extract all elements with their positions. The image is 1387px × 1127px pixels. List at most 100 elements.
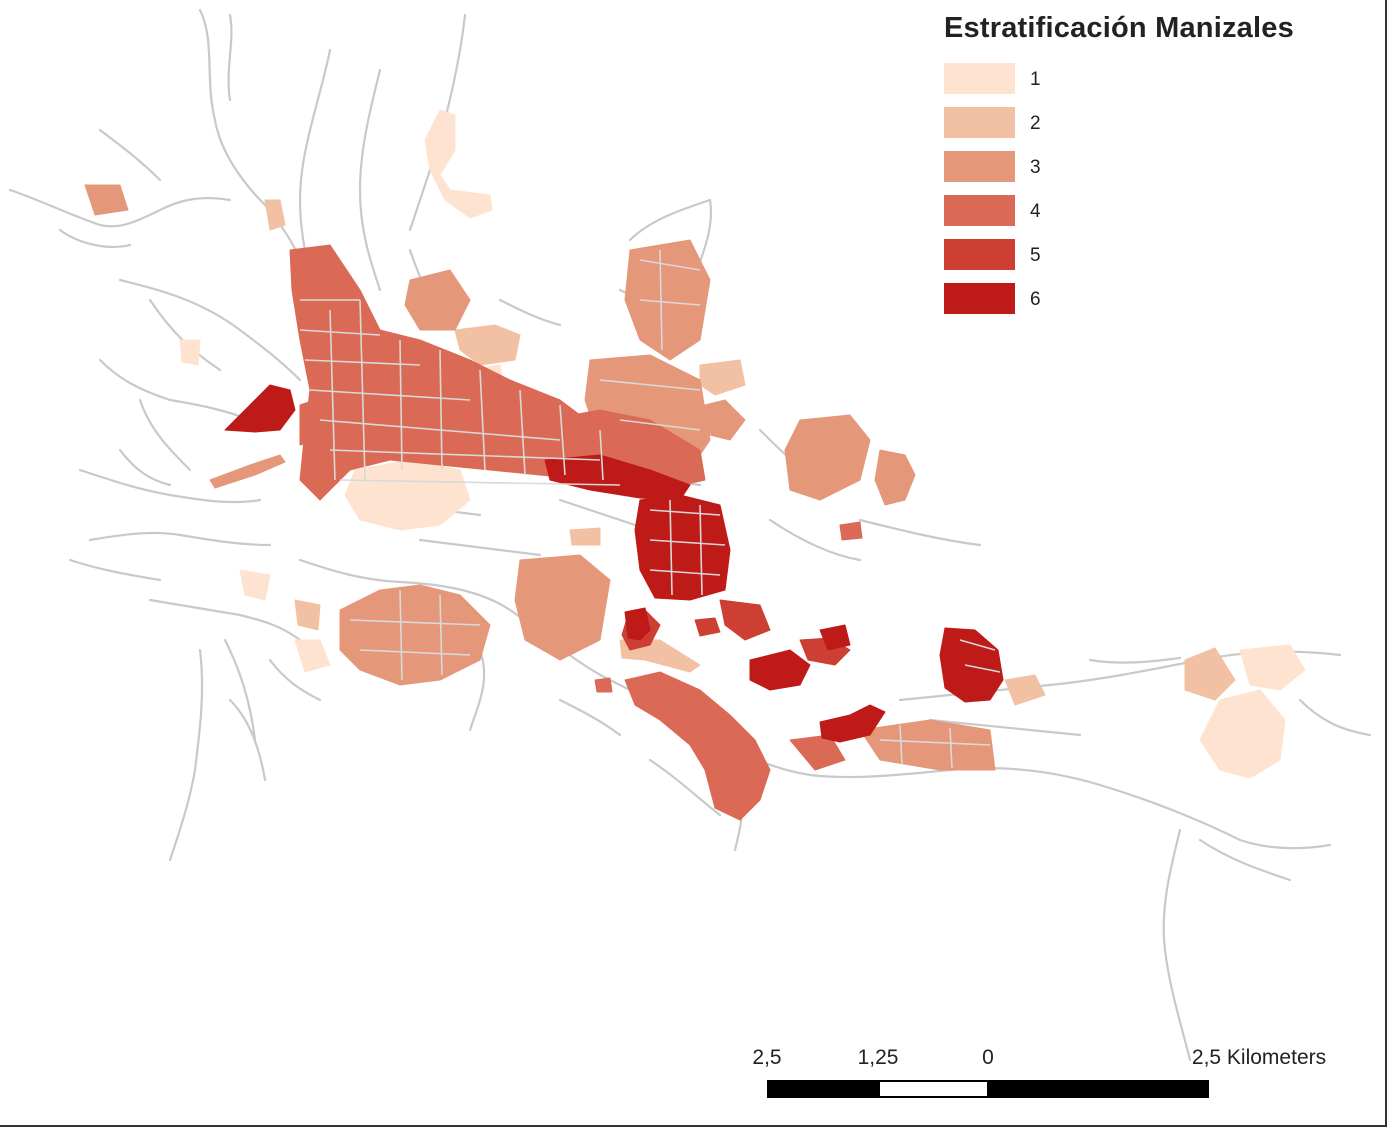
- stratum-1-area: [344, 459, 471, 531]
- stratum-2-area: [569, 527, 601, 546]
- street-line: [699, 504, 703, 596]
- street-line: [669, 499, 673, 596]
- street-line: [359, 649, 471, 656]
- stratum-6-area: [819, 704, 886, 743]
- stratum-3-area: [874, 449, 916, 506]
- stratum-1-area: [294, 639, 331, 673]
- stratum-3-area: [404, 269, 471, 331]
- street-line: [329, 309, 336, 481]
- stratum-3-area: [339, 584, 491, 686]
- stratum-1-area: [179, 339, 201, 366]
- legend: Estratificación Manizales 1 2 3 4 5 6: [944, 12, 1374, 327]
- scale-label-quarter: 1,25: [857, 1046, 899, 1069]
- stratum-3-area: [84, 184, 129, 216]
- legend-label-5: 5: [1030, 245, 1041, 266]
- stratum-4-area: [839, 521, 863, 541]
- street-line: [339, 479, 621, 486]
- street-line: [439, 349, 443, 471]
- legend-item-5: 5: [944, 239, 1374, 275]
- stratum-6-area: [624, 607, 651, 641]
- stratum-1-area: [239, 569, 271, 601]
- stratum-4-area: [594, 677, 613, 693]
- street-line: [519, 389, 526, 476]
- stratum-3-area: [784, 414, 871, 501]
- stratum-1-area: [1199, 689, 1286, 779]
- scale-segment-1: [767, 1080, 879, 1098]
- street-line: [299, 329, 381, 336]
- street-line: [619, 419, 701, 431]
- stratum-3-area: [209, 454, 286, 489]
- stratum-6-area: [939, 627, 1004, 703]
- legend-swatch-1: [944, 63, 1015, 94]
- legend-swatch-3: [944, 151, 1015, 182]
- street-line: [349, 619, 481, 626]
- street-line: [964, 664, 1001, 673]
- legend-item-6: 6: [944, 283, 1374, 319]
- scale-label-left: 2,5: [752, 1046, 782, 1069]
- stratum-1-area: [1239, 644, 1306, 691]
- legend-swatch-5: [944, 239, 1015, 270]
- street-line: [949, 727, 953, 769]
- street-line: [639, 299, 701, 306]
- legend-title: Estratificación Manizales: [944, 12, 1294, 44]
- street-line: [359, 299, 366, 481]
- legend-label-3: 3: [1030, 157, 1041, 178]
- stratum-2-area: [454, 324, 521, 366]
- street-line: [559, 404, 566, 476]
- legend-swatch-4: [944, 195, 1015, 226]
- stratum-6-area: [749, 649, 811, 691]
- scale-label-right: 2,5 Kilometers: [1191, 1046, 1327, 1069]
- scale-bar: 2,5 1,25 0 2,5 Kilometers: [740, 1042, 1380, 1112]
- legend-label-6: 6: [1030, 289, 1041, 310]
- stratum-2-area: [1184, 647, 1236, 701]
- street-line: [649, 509, 721, 516]
- stratum-4-area: [789, 734, 846, 771]
- stratum-6-area: [634, 494, 731, 601]
- stratum-3-area: [514, 554, 611, 661]
- legend-swatch-2: [944, 107, 1015, 138]
- urban-street-grid: [299, 249, 1001, 769]
- stratum-4-area: [624, 671, 771, 821]
- legend-label-4: 4: [1030, 201, 1041, 222]
- stratum-6-area: [224, 384, 296, 433]
- stratum-6-area: [819, 624, 851, 651]
- scale-segment-3: [988, 1080, 1209, 1098]
- scale-label-zero: 0: [982, 1046, 994, 1069]
- legend-item-3: 3: [944, 151, 1374, 187]
- legend-item-4: 4: [944, 195, 1374, 231]
- street-line: [659, 249, 663, 351]
- street-line: [319, 419, 561, 441]
- stratum-2-area: [294, 599, 321, 631]
- stratum-2-area: [264, 199, 286, 231]
- street-line: [439, 594, 443, 676]
- stratum-1-area: [424, 109, 493, 219]
- street-line: [959, 639, 996, 651]
- street-line: [599, 429, 604, 481]
- strata-polygons: [84, 109, 1306, 821]
- street-line: [309, 389, 471, 401]
- legend-label-2: 2: [1030, 113, 1041, 134]
- street-line: [399, 589, 403, 681]
- street-line: [479, 369, 486, 471]
- street-line: [399, 339, 403, 471]
- stratum-3-area: [859, 719, 996, 771]
- stratum-3-area: [704, 399, 746, 441]
- legend-label-1: 1: [1030, 69, 1041, 90]
- scale-segment-2: [878, 1080, 989, 1098]
- stratum-2-area: [699, 359, 746, 396]
- legend-item-1: 1: [944, 63, 1374, 99]
- stratum-3-area: [624, 239, 711, 361]
- street-line: [649, 569, 721, 576]
- street-line: [599, 379, 701, 391]
- stratum-2-area: [1004, 674, 1046, 706]
- stratum-5-area: [694, 617, 721, 637]
- street-line: [879, 739, 991, 746]
- stratum-4-area: [299, 399, 319, 446]
- legend-item-2: 2: [944, 107, 1374, 143]
- street-line: [639, 259, 701, 271]
- street-line: [899, 724, 903, 766]
- legend-swatch-6: [944, 283, 1015, 314]
- street-line: [649, 539, 726, 546]
